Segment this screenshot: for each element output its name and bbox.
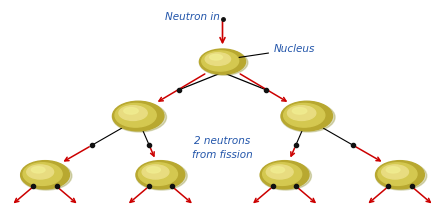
Ellipse shape <box>281 102 335 132</box>
Ellipse shape <box>266 165 293 179</box>
Ellipse shape <box>202 51 239 71</box>
Ellipse shape <box>138 163 178 185</box>
Ellipse shape <box>23 163 62 185</box>
Text: Neutron in: Neutron in <box>166 12 220 23</box>
Ellipse shape <box>271 167 285 173</box>
Ellipse shape <box>147 167 160 173</box>
Ellipse shape <box>382 165 409 179</box>
Ellipse shape <box>113 101 164 131</box>
Ellipse shape <box>136 161 185 189</box>
Ellipse shape <box>283 103 325 127</box>
Ellipse shape <box>263 163 302 185</box>
Ellipse shape <box>119 106 147 120</box>
Ellipse shape <box>260 161 309 189</box>
Ellipse shape <box>205 53 231 65</box>
Ellipse shape <box>292 108 307 114</box>
Ellipse shape <box>115 103 156 127</box>
Ellipse shape <box>376 161 425 189</box>
Ellipse shape <box>142 165 169 179</box>
Ellipse shape <box>376 162 427 190</box>
Ellipse shape <box>113 102 166 132</box>
Ellipse shape <box>199 50 248 75</box>
Ellipse shape <box>32 167 45 173</box>
Ellipse shape <box>124 108 138 114</box>
Ellipse shape <box>136 162 187 190</box>
Text: 2 neutrons
from fission: 2 neutrons from fission <box>192 136 253 160</box>
Ellipse shape <box>199 49 246 74</box>
Ellipse shape <box>287 106 316 120</box>
Ellipse shape <box>20 162 72 190</box>
Ellipse shape <box>27 165 53 179</box>
Ellipse shape <box>210 55 222 60</box>
Text: Nucleus: Nucleus <box>239 44 316 57</box>
Ellipse shape <box>260 162 312 190</box>
Ellipse shape <box>281 101 332 131</box>
Ellipse shape <box>386 167 400 173</box>
Ellipse shape <box>378 163 417 185</box>
Ellipse shape <box>20 161 69 189</box>
